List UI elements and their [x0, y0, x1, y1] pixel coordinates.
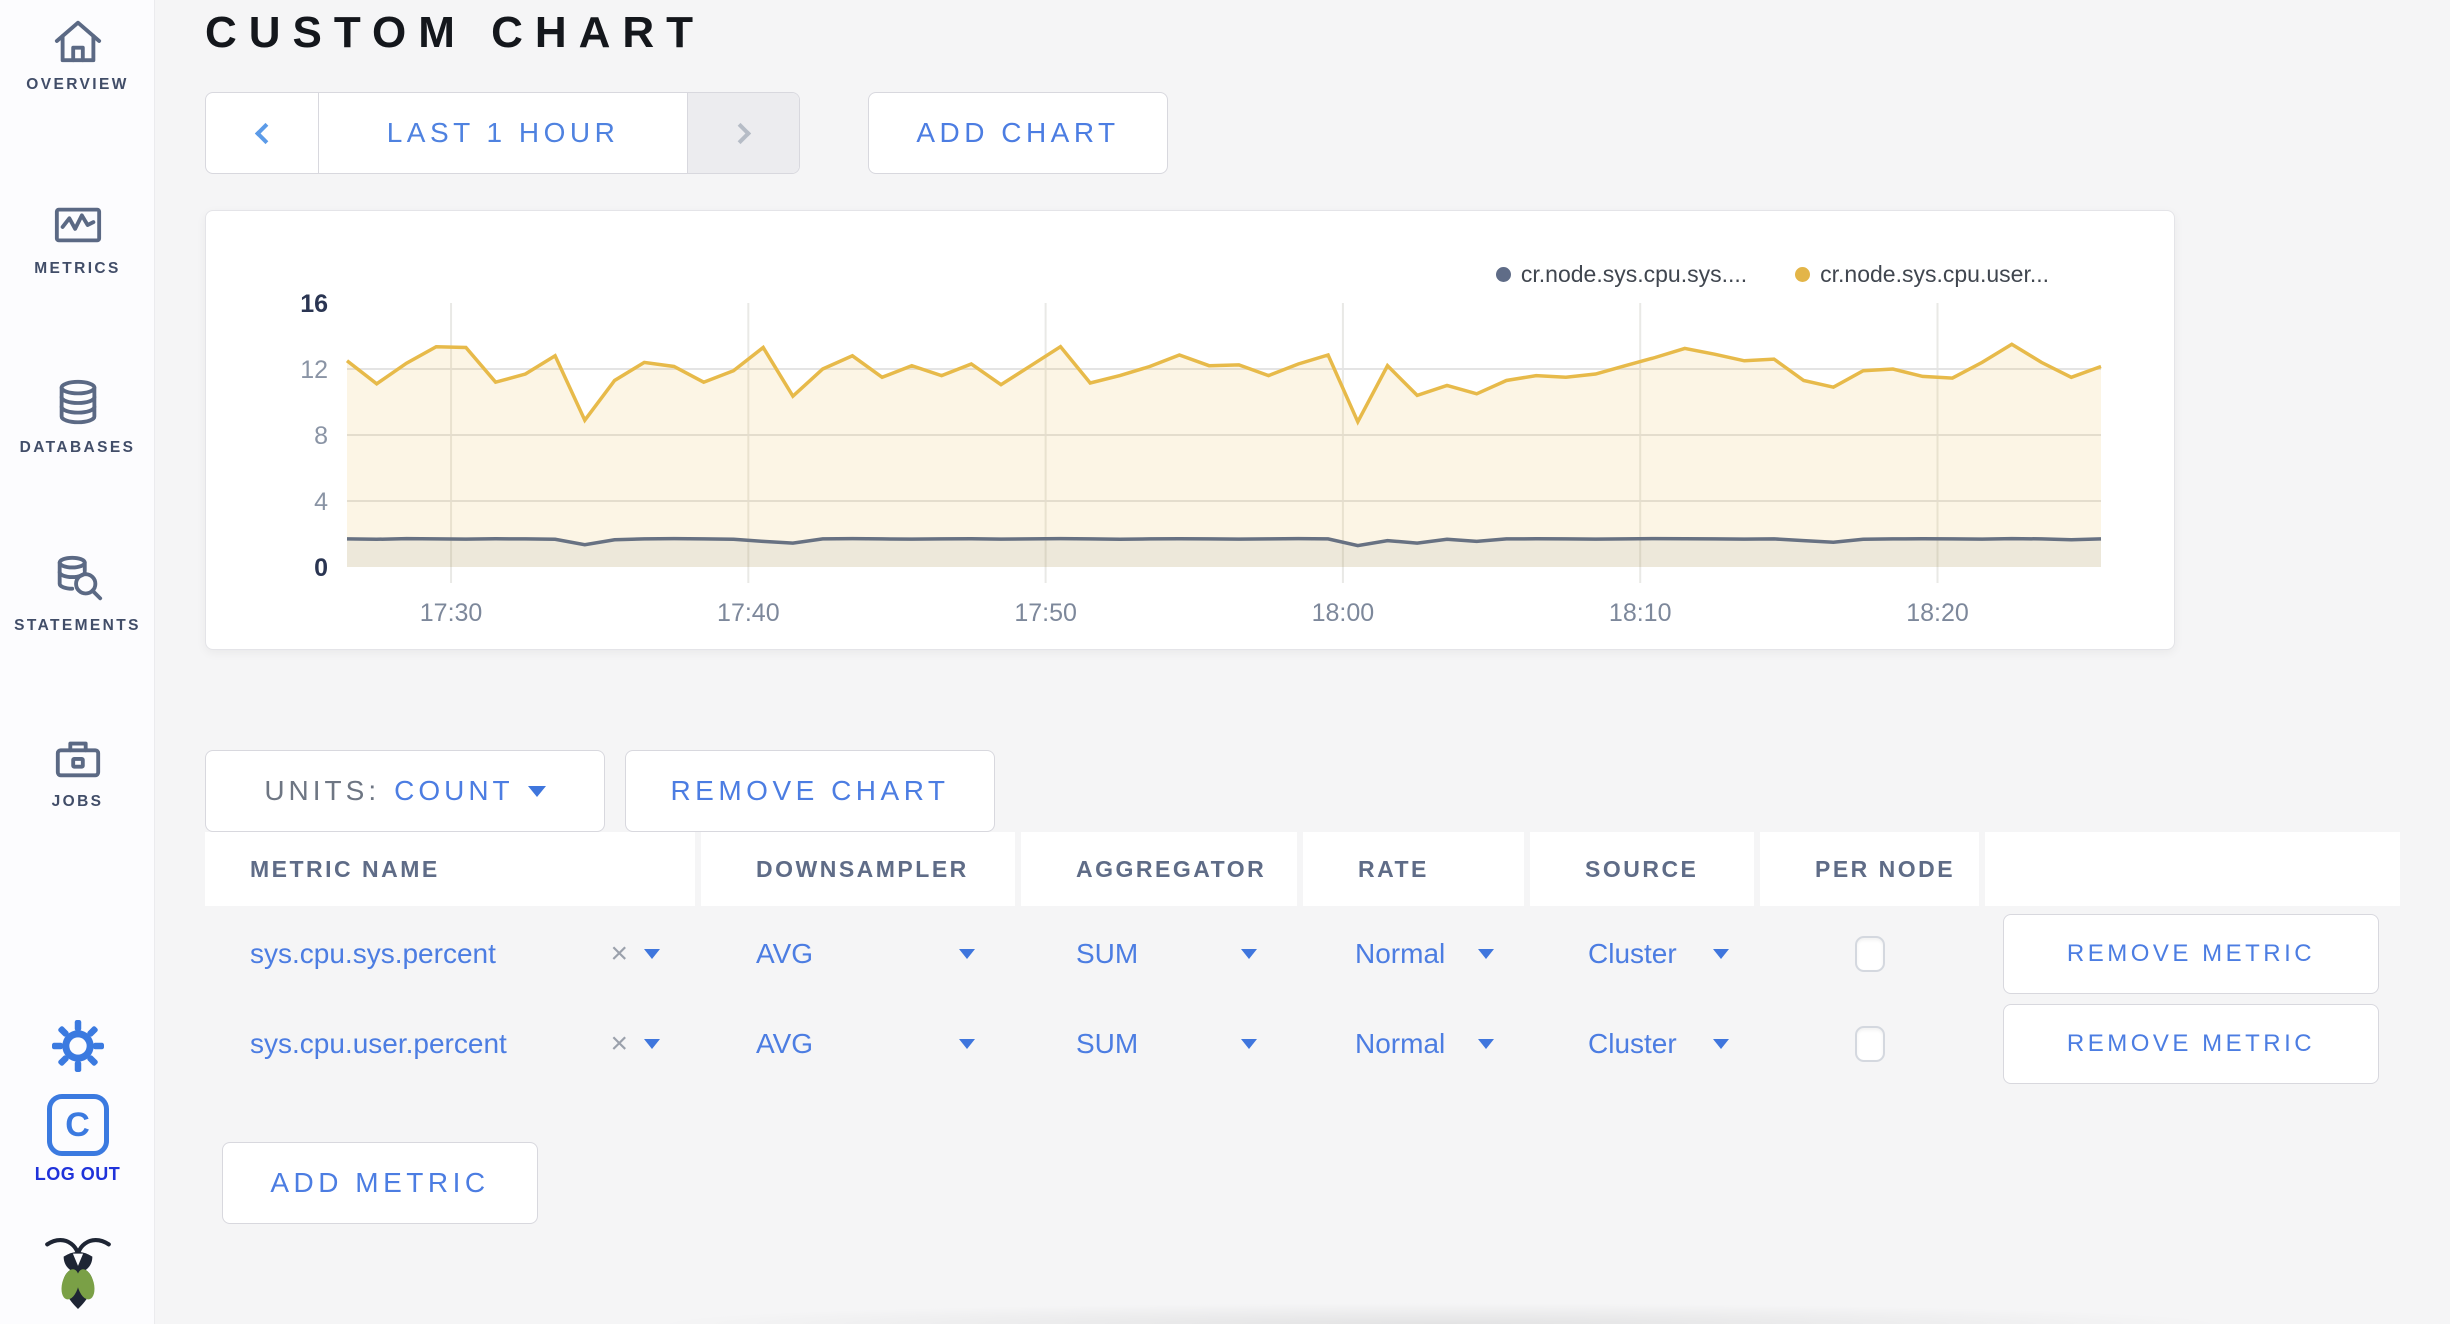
aggregator-dropdown[interactable]: SUM — [1021, 1002, 1297, 1086]
sidebar-item-jobs[interactable]: JOBS — [0, 733, 155, 811]
chevron-down-icon — [1241, 1039, 1257, 1049]
add-metric-button[interactable]: ADD METRIC — [222, 1142, 538, 1224]
home-icon — [0, 16, 155, 66]
metrics-icon — [0, 200, 155, 250]
remove-metric-button[interactable]: REMOVE METRIC — [2003, 914, 2379, 994]
sidebar-item-label: DATABASES — [19, 439, 136, 456]
downsampler-dropdown[interactable]: AVG — [701, 1002, 1015, 1086]
chevron-down-icon — [527, 785, 546, 797]
per-node-checkbox[interactable] — [1854, 936, 1885, 972]
source-dropdown[interactable]: Cluster — [1530, 1002, 1754, 1086]
svg-text:18:10: 18:10 — [1609, 599, 1672, 627]
jobs-icon — [0, 733, 155, 783]
sidebar-item-databases[interactable]: DATABASES — [0, 377, 155, 457]
column-header-downsampler: DOWNSAMPLER — [701, 832, 1015, 906]
svg-text:18:00: 18:00 — [1312, 599, 1375, 627]
timeseries-chart: 0 4 8 12 16 17:30 17:40 17:50 18:00 18:10 18:20 — [300, 290, 2102, 627]
metric-name-dropdown[interactable]: sys.cpu.user.percent — [250, 1028, 507, 1059]
per-node-cell — [1760, 912, 1979, 996]
units-dropdown[interactable]: UNITS: COUNT — [205, 750, 605, 832]
svg-text:12: 12 — [300, 356, 328, 384]
chevron-down-icon — [1713, 949, 1729, 959]
logout-label: LOG OUT — [34, 1164, 121, 1184]
svg-text:16: 16 — [300, 290, 328, 318]
chart-card: 0 4 8 12 16 17:30 17:40 17:50 18:00 18:10 18:20 cr… — [205, 210, 2175, 650]
chevron-right-icon — [729, 122, 752, 144]
add-chart-button[interactable]: ADD CHART — [868, 92, 1168, 174]
sidebar-item-statements[interactable]: STATEMENTS — [0, 553, 155, 635]
chevron-down-icon — [959, 949, 975, 959]
table-row-cell-metric: sys.cpu.sys.percent × — [205, 912, 695, 996]
time-range-next-button[interactable] — [687, 93, 799, 173]
sidebar-item-overview[interactable]: OVERVIEW — [0, 16, 155, 94]
source-dropdown[interactable]: Cluster — [1530, 912, 1754, 996]
chevron-down-icon[interactable] — [644, 1039, 660, 1049]
sidebar-item-label: OVERVIEW — [26, 76, 129, 93]
time-range-label[interactable]: LAST 1 HOUR — [386, 117, 620, 148]
rate-dropdown[interactable]: Normal — [1303, 1002, 1524, 1086]
sidebar: OVERVIEW METRICS DATABASES — [0, 0, 155, 1324]
table-row-cell-metric: sys.cpu.user.percent × — [205, 1002, 695, 1086]
per-node-checkbox[interactable] — [1854, 1026, 1885, 1062]
chevron-down-icon — [959, 1039, 975, 1049]
legend-dot-icon — [1495, 267, 1511, 282]
svg-text:4: 4 — [314, 488, 328, 516]
logout-button[interactable]: C LOG OUT — [0, 1094, 155, 1185]
column-header-metric-name: METRIC NAME — [205, 832, 695, 906]
chevron-left-icon — [254, 122, 276, 144]
metric-name-dropdown[interactable]: sys.cpu.sys.percent — [250, 938, 496, 969]
svg-text:0: 0 — [314, 554, 328, 582]
cockroach-logo[interactable] — [0, 1230, 155, 1315]
chevron-down-icon — [1478, 949, 1494, 959]
svg-text:8: 8 — [314, 422, 328, 450]
sidebar-item-label: JOBS — [51, 793, 104, 810]
chevron-down-icon — [1713, 1039, 1729, 1049]
databases-icon — [0, 377, 155, 429]
statements-icon — [0, 553, 155, 607]
bottom-shadow — [560, 1296, 2320, 1324]
chevron-down-icon — [1478, 1039, 1494, 1049]
column-header-rate: RATE — [1303, 832, 1524, 906]
clear-metric-icon[interactable]: × — [610, 1027, 628, 1060]
chevron-down-icon — [1241, 949, 1257, 959]
time-range-prev-button[interactable] — [206, 93, 319, 173]
column-header-aggregator: AGGREGATOR — [1021, 832, 1297, 906]
per-node-cell — [1760, 1002, 1979, 1086]
column-header-actions — [1985, 832, 2400, 906]
time-range-selector: LAST 1 HOUR — [205, 92, 800, 174]
column-header-source: SOURCE — [1530, 832, 1754, 906]
svg-text:17:40: 17:40 — [717, 599, 780, 627]
chevron-down-icon[interactable] — [644, 949, 660, 959]
remove-chart-button[interactable]: REMOVE CHART — [625, 750, 995, 832]
svg-text:17:30: 17:30 — [420, 599, 483, 627]
svg-text:17:50: 17:50 — [1014, 599, 1077, 627]
svg-text:18:20: 18:20 — [1906, 599, 1969, 627]
legend-item-user[interactable]: cr.node.sys.cpu.user... — [1795, 261, 2049, 288]
aggregator-dropdown[interactable]: SUM — [1021, 912, 1297, 996]
settings-button[interactable] — [0, 1020, 155, 1077]
sidebar-item-label: STATEMENTS — [14, 617, 141, 634]
legend-item-sys[interactable]: cr.node.sys.cpu.sys.... — [1495, 261, 1747, 288]
page-title: CUSTOM CHART — [205, 8, 706, 57]
legend-dot-icon — [1795, 267, 1811, 282]
gear-icon — [51, 1020, 104, 1076]
column-header-per-node: PER NODE — [1760, 832, 1979, 906]
metrics-table: METRIC NAME DOWNSAMPLER AGGREGATOR RATE … — [205, 832, 2400, 1086]
chart-legend: cr.node.sys.cpu.sys.... cr.node.sys.cpu.… — [1495, 261, 2049, 288]
remove-metric-button[interactable]: REMOVE METRIC — [2003, 1004, 2379, 1084]
actions-cell: REMOVE METRIC — [1985, 912, 2400, 996]
sidebar-item-metrics[interactable]: METRICS — [0, 200, 155, 278]
sidebar-item-label: METRICS — [34, 260, 121, 277]
actions-cell: REMOVE METRIC — [1985, 1002, 2400, 1086]
downsampler-dropdown[interactable]: AVG — [701, 912, 1015, 996]
cockroach-c-icon: C — [46, 1094, 109, 1156]
clear-metric-icon[interactable]: × — [610, 937, 628, 970]
rate-dropdown[interactable]: Normal — [1303, 912, 1524, 996]
